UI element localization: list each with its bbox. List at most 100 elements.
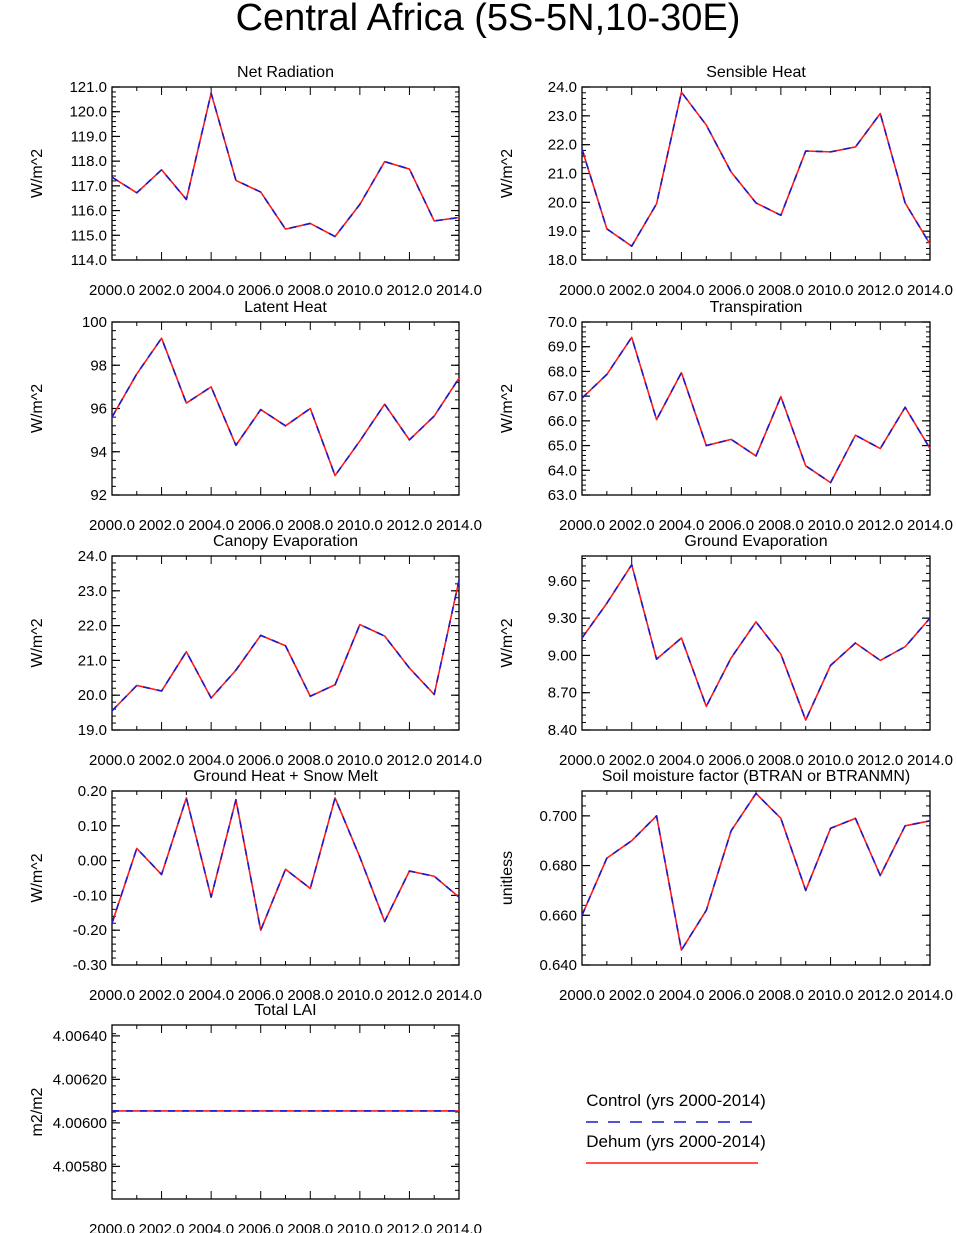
y-tick-label: 24.0 — [78, 548, 107, 565]
x-tick-label: 2004.0 — [188, 282, 234, 299]
x-tick-label: 2002.0 — [139, 1221, 185, 1233]
x-tick-label: 2008.0 — [758, 282, 804, 299]
x-tick-label: 2012.0 — [386, 282, 432, 299]
x-tick-label: 2002.0 — [139, 987, 185, 1004]
dehum-series-line — [581, 91, 931, 247]
y-tick-label: -0.30 — [73, 957, 107, 974]
dehum-series-line — [111, 92, 460, 238]
x-tick-label: 2014.0 — [436, 752, 482, 769]
y-tick-label: 0.20 — [78, 783, 107, 800]
panel-title: Soil moisture factor (BTRAN or BTRANMN) — [602, 768, 911, 785]
x-tick-label: 2010.0 — [337, 282, 383, 299]
x-tick-label: 2004.0 — [188, 752, 234, 769]
x-tick-label: 2010.0 — [337, 752, 383, 769]
x-tick-label: 2006.0 — [238, 282, 284, 299]
x-tick-label: 2002.0 — [609, 987, 655, 1004]
y-tick-label: 118.0 — [71, 153, 107, 170]
y-tick-label: 70.0 — [548, 314, 577, 331]
x-tick-label: 2012.0 — [857, 752, 903, 769]
x-tick-label: 2004.0 — [188, 517, 234, 534]
y-tick-label: 0.700 — [539, 808, 577, 825]
plot-frame — [581, 86, 931, 261]
y-tick-label: 92 — [90, 487, 107, 504]
y-tick-label: 9.30 — [548, 610, 577, 627]
plot-frame — [111, 555, 460, 731]
y-tick-label: 0.00 — [78, 853, 107, 870]
y-tick-label: -0.20 — [73, 922, 107, 939]
y-axis-label: W/m^2 — [29, 149, 46, 198]
x-tick-label: 2012.0 — [857, 282, 903, 299]
x-tick-label: 2006.0 — [238, 517, 284, 534]
x-tick-label: 2014.0 — [907, 282, 953, 299]
y-tick-label: 20.0 — [78, 687, 107, 704]
x-tick-label: 2008.0 — [758, 517, 804, 534]
x-tick-label: 2004.0 — [658, 517, 704, 534]
legend-control-label: Control (yrs 2000-2014) — [586, 1091, 766, 1110]
control-series-line — [111, 797, 460, 932]
x-tick-label: 2006.0 — [238, 752, 284, 769]
x-tick-label: 2008.0 — [287, 517, 333, 534]
x-tick-label: 2010.0 — [337, 987, 383, 1004]
chart-panel-8: Soil moisture factor (BTRAN or BTRANMN) u… — [499, 768, 953, 1004]
control-series-line — [581, 792, 931, 951]
y-axis-label: W/m^2 — [29, 853, 46, 902]
y-tick-label: 4.00640 — [53, 1028, 107, 1045]
y-tick-label: 22.0 — [78, 618, 107, 635]
y-tick-label: 100 — [82, 314, 107, 331]
x-tick-label: 2010.0 — [808, 517, 854, 534]
chart-panel-1: Net Radiation W/m^2 114.0 115.0 116.0 117.0 11… — [29, 64, 482, 299]
y-tick-label: 20.0 — [548, 194, 577, 211]
y-tick-label: 119.0 — [71, 128, 107, 145]
control-series-line — [581, 91, 931, 247]
chart-panel-2: Sensible Heat W/m^2 18.0 19.0 20.0 21.0 22.0 23… — [499, 64, 953, 299]
legend-dehum-label: Dehum (yrs 2000-2014) — [586, 1132, 766, 1151]
y-tick-label: 96 — [90, 401, 107, 418]
x-tick-label: 2012.0 — [857, 987, 903, 1004]
x-tick-label: 2014.0 — [436, 1221, 482, 1233]
y-tick-label: 64.0 — [548, 462, 577, 479]
y-tick-label: 4.00580 — [53, 1158, 107, 1175]
x-tick-label: 2000.0 — [559, 517, 605, 534]
plot-frame — [111, 790, 460, 966]
x-tick-label: 2000.0 — [89, 752, 135, 769]
panel-title: Ground Heat + Snow Melt — [193, 768, 378, 785]
chart-panel-7: Ground Heat + Snow Melt W/m^2 -0.30 -0.20 -0… — [29, 768, 482, 1004]
x-tick-label: 2010.0 — [808, 987, 854, 1004]
x-tick-label: 2008.0 — [287, 1221, 333, 1233]
y-tick-label: 21.0 — [548, 166, 577, 183]
y-axis-label: W/m^2 — [29, 384, 46, 433]
x-tick-label: 2000.0 — [89, 1221, 135, 1233]
y-axis-label: W/m^2 — [29, 618, 46, 667]
x-tick-label: 2014.0 — [907, 752, 953, 769]
y-tick-label: 94 — [90, 444, 107, 461]
x-tick-label: 2002.0 — [139, 282, 185, 299]
panel-title: Sensible Heat — [706, 64, 806, 81]
y-tick-label: 98 — [90, 357, 107, 374]
y-tick-label: 69.0 — [548, 339, 577, 356]
plot-frame — [581, 555, 931, 731]
chart-panel-6: Ground Evaporation W/m^2 8.40 8.70 9.00 9.30 9… — [499, 533, 953, 769]
x-tick-label: 2006.0 — [708, 987, 754, 1004]
x-tick-label: 2004.0 — [658, 282, 704, 299]
x-tick-label: 2014.0 — [436, 987, 482, 1004]
y-axis-label: m2/m2 — [29, 1087, 46, 1136]
y-tick-label: 66.0 — [548, 413, 577, 430]
y-tick-label: 21.0 — [78, 652, 107, 669]
y-tick-label: 67.0 — [548, 388, 577, 405]
control-series-line — [111, 337, 460, 477]
y-tick-label: 9.60 — [548, 573, 577, 590]
y-tick-label: 22.0 — [548, 137, 577, 154]
x-tick-label: 2012.0 — [386, 1221, 432, 1233]
dehum-series-line — [111, 797, 460, 932]
x-tick-label: 2014.0 — [436, 282, 482, 299]
plot-frame — [111, 321, 460, 496]
x-tick-label: 2002.0 — [139, 517, 185, 534]
y-tick-label: 0.640 — [539, 957, 577, 974]
x-tick-label: 2002.0 — [609, 282, 655, 299]
x-tick-label: 2004.0 — [658, 752, 704, 769]
y-axis-label: W/m^2 — [499, 149, 516, 198]
panel-title: Total LAI — [254, 1002, 316, 1019]
dehum-series-line — [581, 563, 931, 721]
y-tick-label: 19.0 — [78, 722, 107, 739]
